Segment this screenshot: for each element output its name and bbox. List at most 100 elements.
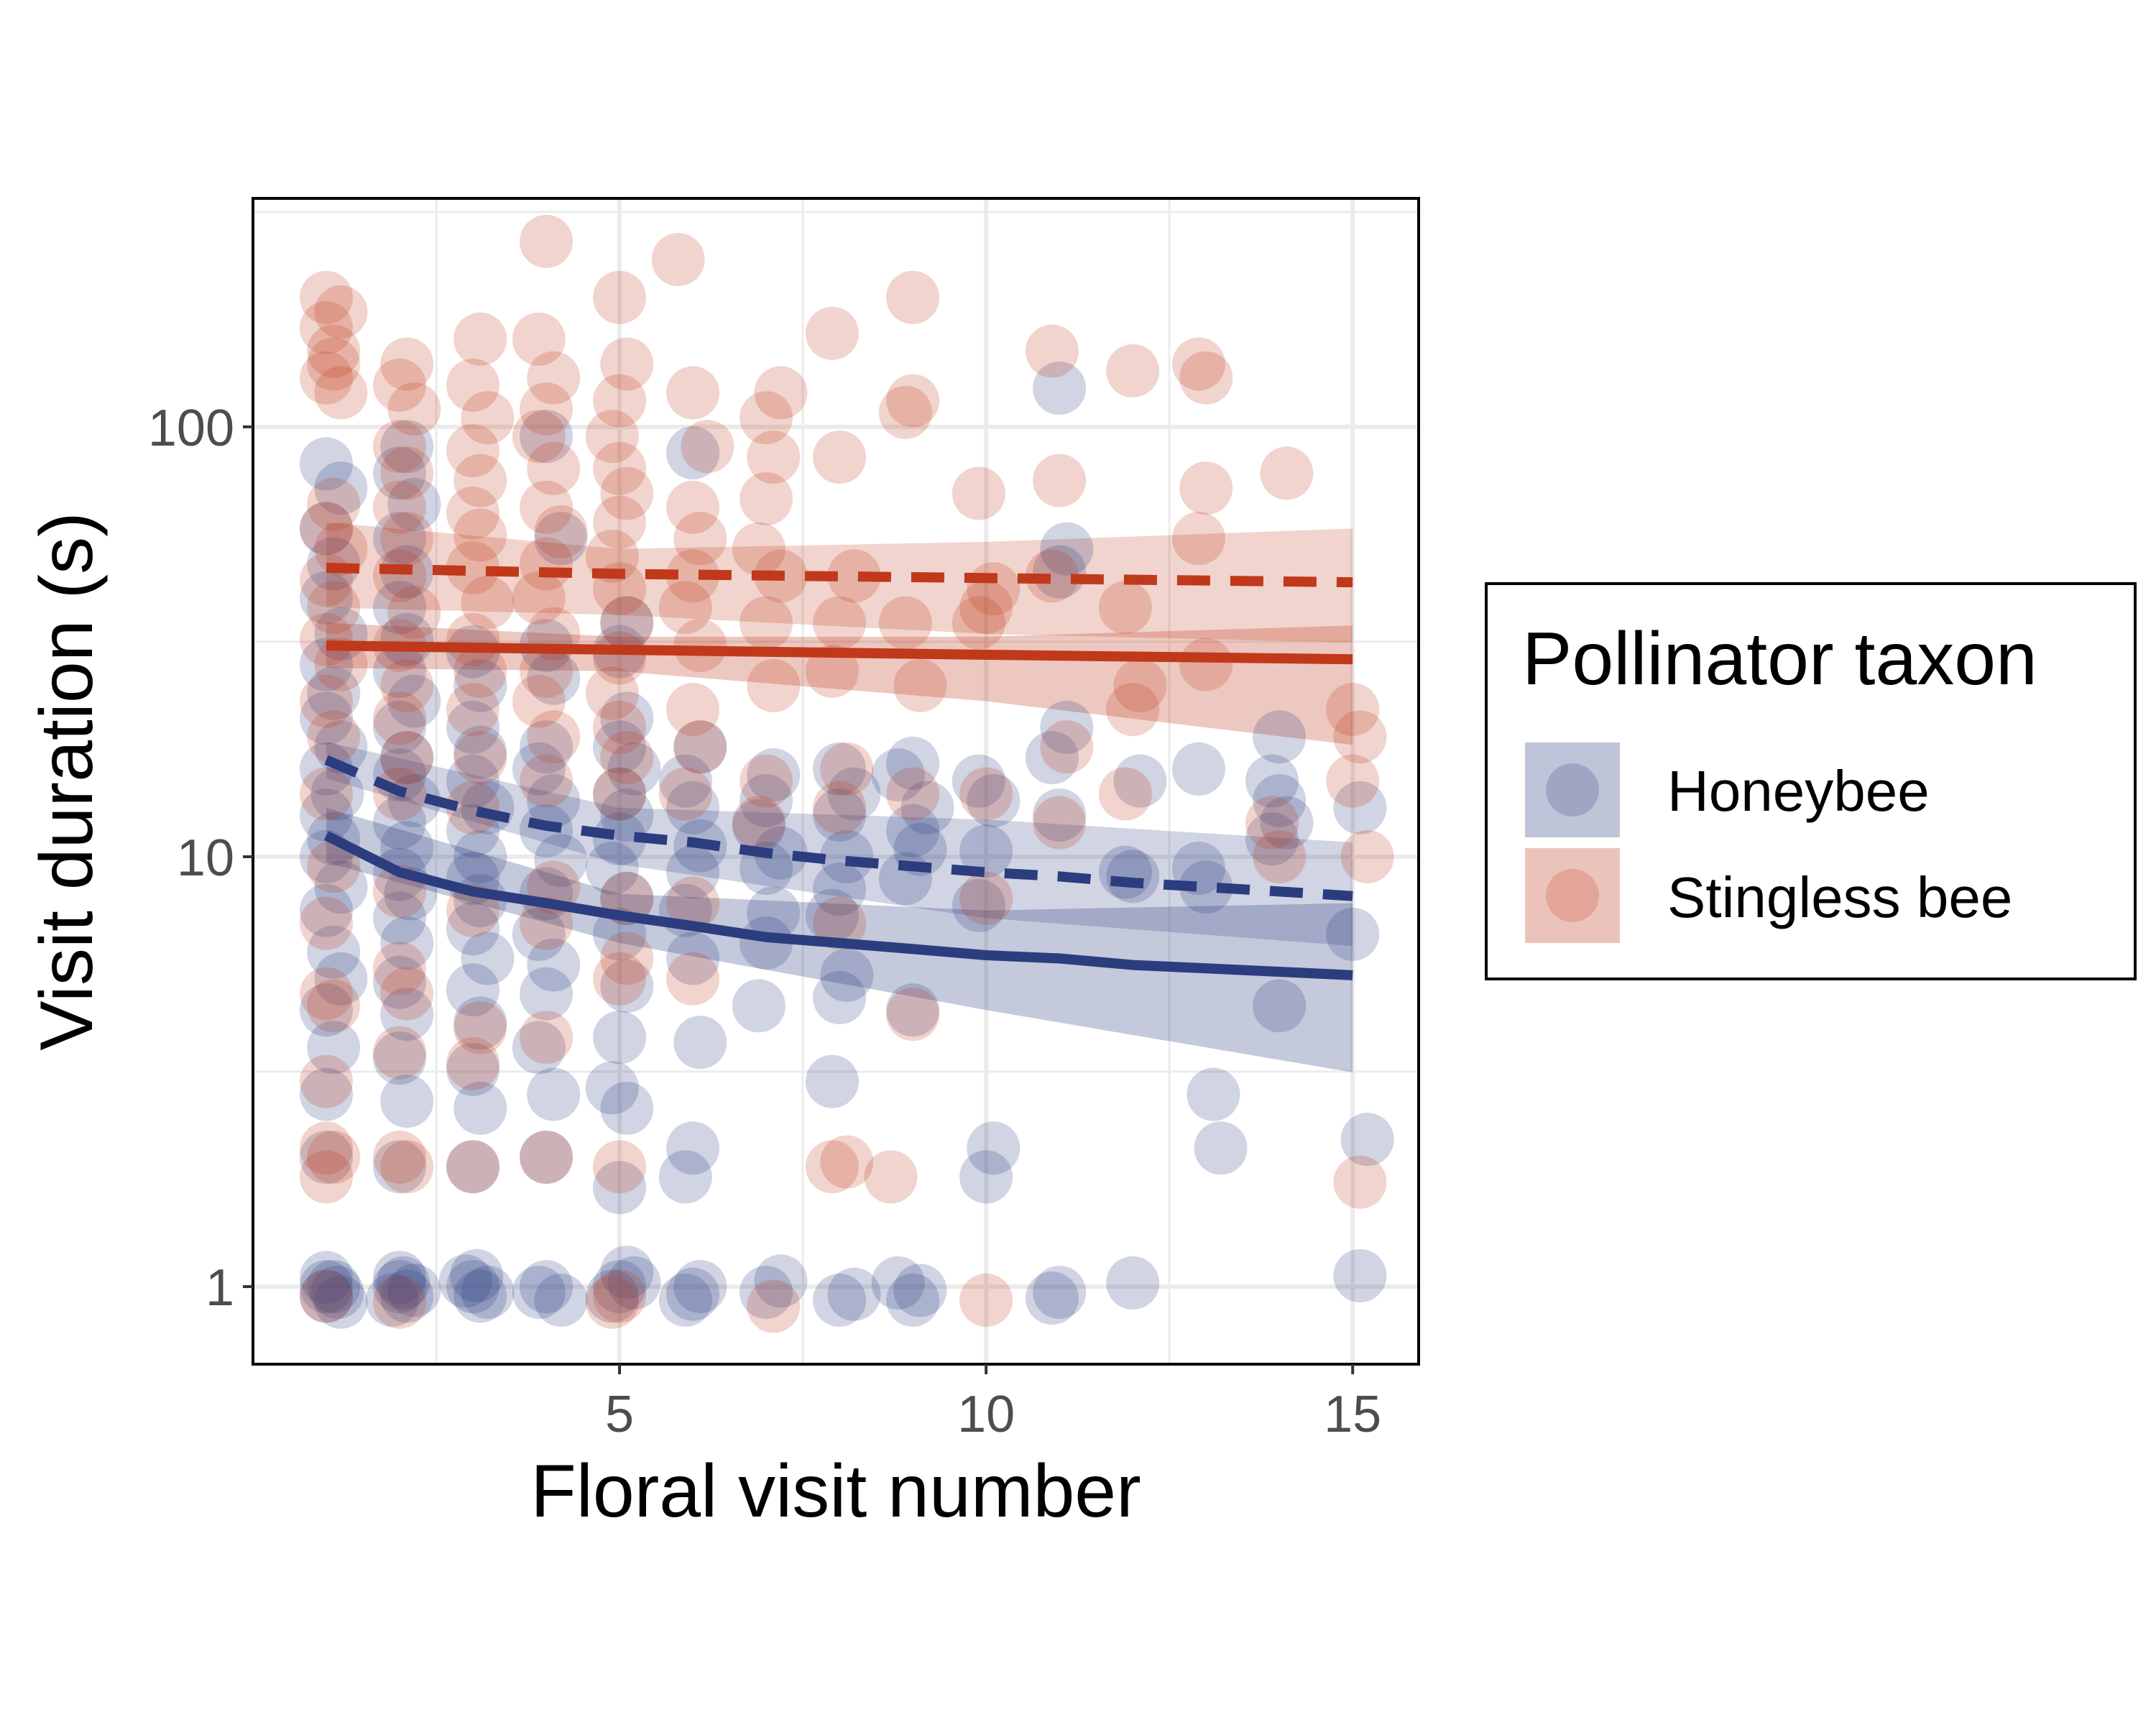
stingless-bee-point bbox=[593, 952, 647, 1006]
stingless-bee-point bbox=[813, 896, 867, 950]
stingless-bee-point bbox=[373, 549, 427, 603]
honeybee-point bbox=[307, 925, 361, 979]
stingless-bee-point bbox=[446, 781, 500, 834]
stingless-bee-point bbox=[732, 796, 786, 850]
honeybee-point bbox=[314, 952, 368, 1006]
stingless-bee-point bbox=[380, 967, 434, 1021]
stingless-bee-point bbox=[520, 480, 573, 534]
stingless-bee-point bbox=[380, 1140, 434, 1194]
data-points bbox=[300, 214, 1394, 1333]
honeybee-point bbox=[300, 502, 354, 556]
x-tick-label: 15 bbox=[1324, 1386, 1381, 1443]
honeybee-point bbox=[307, 1021, 361, 1075]
legend-key-stingless-bee-point bbox=[1546, 869, 1599, 922]
honeybee-point bbox=[1253, 774, 1307, 828]
legend-key-honeybee-point bbox=[1546, 763, 1599, 816]
honeybee-point bbox=[300, 788, 354, 842]
honeybee-point bbox=[380, 1269, 434, 1323]
stingless-bee-point bbox=[373, 480, 427, 534]
honeybee-point bbox=[461, 1265, 515, 1319]
honeybee-point bbox=[380, 1075, 434, 1128]
honeybee-point bbox=[1033, 545, 1087, 599]
honeybee-point bbox=[373, 796, 427, 850]
stingless-bee-point bbox=[1033, 796, 1087, 850]
honeybee-point bbox=[593, 812, 647, 866]
honeybee-point bbox=[658, 1150, 712, 1204]
stingless-bee-point bbox=[300, 967, 354, 1021]
honeybee-point bbox=[1113, 754, 1167, 808]
stingless-bee-point bbox=[373, 691, 427, 745]
stingless-bee-point bbox=[886, 270, 940, 324]
honeybee-point bbox=[886, 736, 940, 790]
stingless-bee-point bbox=[380, 658, 434, 712]
honeybee-point bbox=[380, 420, 434, 474]
stingless-bee-point bbox=[314, 638, 368, 691]
honeybee-point bbox=[585, 1269, 639, 1323]
fit-lines bbox=[323, 562, 1353, 980]
stingless-bee-point bbox=[886, 374, 940, 428]
honeybee-point bbox=[1340, 1113, 1394, 1167]
stingless-bee-point bbox=[952, 466, 1005, 520]
stingless-bee-point bbox=[387, 586, 441, 640]
honeybee-point bbox=[314, 461, 368, 515]
stingless-bee-point bbox=[585, 666, 639, 720]
honeybee-point bbox=[527, 1067, 581, 1121]
honeybee-point bbox=[450, 1248, 504, 1302]
honeybee-point bbox=[453, 725, 507, 779]
honeybee-point bbox=[453, 658, 507, 712]
honeybee-point bbox=[959, 1150, 1013, 1204]
stingless-bee-point bbox=[813, 596, 867, 650]
honeybee-point bbox=[373, 446, 427, 500]
honeybee-point bbox=[1253, 979, 1307, 1033]
honeybee-point bbox=[666, 1267, 720, 1321]
stingless-bee-point bbox=[740, 472, 793, 526]
stingless-bee-point bbox=[1106, 683, 1160, 737]
honeybee-point bbox=[600, 1246, 654, 1300]
honeybee-point bbox=[658, 1273, 712, 1327]
honeybee-point bbox=[886, 804, 940, 857]
honeybee-point bbox=[673, 1260, 727, 1314]
honeybee-point bbox=[827, 1267, 881, 1321]
honeybee-point bbox=[813, 862, 867, 916]
legend-box bbox=[1485, 582, 2137, 980]
honeybee-point bbox=[520, 720, 573, 774]
stingless-bee-point bbox=[805, 306, 859, 360]
honeybee-point bbox=[1040, 522, 1094, 576]
honeybee-point bbox=[607, 742, 661, 796]
stingless-bee-point bbox=[527, 351, 581, 405]
stingless-bee-point bbox=[300, 896, 354, 950]
honeybee-point bbox=[813, 971, 867, 1025]
stingless-bee-point bbox=[380, 731, 434, 785]
panel-grid bbox=[253, 198, 1419, 1364]
stingless-bee-point bbox=[520, 754, 573, 808]
honeybee-point bbox=[1033, 362, 1087, 415]
stingless-bee-point bbox=[1333, 710, 1387, 764]
x-tick-label: 5 bbox=[605, 1386, 634, 1443]
stingless-bee-point bbox=[1171, 512, 1225, 566]
stingless-bee-point bbox=[878, 385, 932, 439]
honeybee-point bbox=[900, 781, 954, 834]
stingless-bee-point bbox=[593, 495, 647, 549]
honeybee-point bbox=[600, 788, 654, 842]
honeybee-point bbox=[307, 666, 361, 720]
honeybee-point bbox=[300, 883, 354, 937]
honeybee-point bbox=[373, 955, 427, 1009]
honeybee-point bbox=[512, 1021, 566, 1075]
stingless-bee-point bbox=[512, 674, 566, 728]
honeybee-point bbox=[446, 1260, 500, 1314]
honeybee-point bbox=[585, 842, 639, 896]
honeybee-point bbox=[666, 932, 720, 985]
stingless-bee-point bbox=[593, 1269, 647, 1323]
stingless-bee-point bbox=[1025, 324, 1079, 378]
stingless-bee-point bbox=[453, 454, 507, 507]
stingless-bee-point bbox=[1113, 658, 1167, 712]
stingless-bee-point bbox=[314, 522, 368, 576]
stingless-bee-point bbox=[373, 942, 427, 995]
stingless-bee-point bbox=[593, 700, 647, 754]
stingless-bee-point bbox=[1106, 344, 1160, 397]
honeybee-point bbox=[446, 963, 500, 1017]
stingless-bee-point bbox=[1025, 549, 1079, 603]
stingless-bee-point bbox=[307, 710, 361, 764]
honeybee-point bbox=[673, 1016, 727, 1070]
stingless-bee-point bbox=[666, 549, 720, 603]
